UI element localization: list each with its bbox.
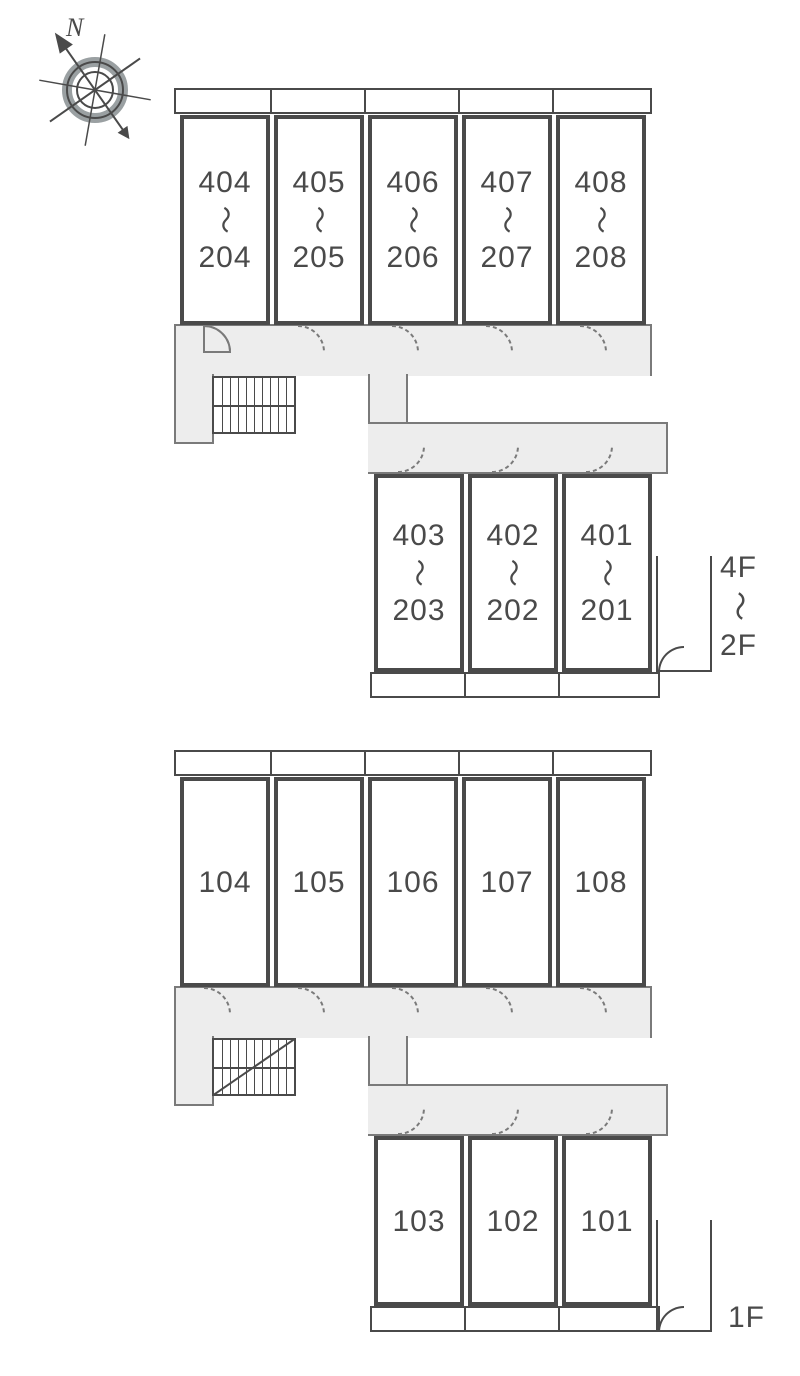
- balcony-strip-lower-top: [174, 750, 652, 776]
- unit-101: 101: [562, 1136, 652, 1306]
- range-tilde: 〜: [207, 205, 243, 234]
- floorplan-canvas: N 404 〜 204 405 〜 205 406 〜 206: [0, 0, 800, 1376]
- unit-label-top: 404: [198, 163, 251, 202]
- unit-107: 107: [462, 777, 552, 987]
- door-arcs-lower-bottom: [368, 1086, 668, 1136]
- door-arcs-upper-top: [174, 326, 652, 376]
- corridor-lower-2: [174, 1036, 214, 1106]
- corridor-lower-3: [368, 1036, 408, 1090]
- unit-402-202: 402 〜 202: [468, 474, 558, 672]
- unit-401-201: 401 〜 201: [562, 474, 652, 672]
- unit-102: 102: [468, 1136, 558, 1306]
- balcony-strip-lower-bottom: [370, 1306, 660, 1332]
- balcony-strip-upper-bottom: [370, 672, 660, 698]
- unit-405-205: 405 〜 205: [274, 115, 364, 325]
- unit-label-bot: 204: [198, 238, 251, 277]
- unit-406-206: 406 〜 206: [368, 115, 458, 325]
- unit-105: 105: [274, 777, 364, 987]
- unit-404-204: 404 〜 204: [180, 115, 270, 325]
- unit-106: 106: [368, 777, 458, 987]
- corridor-upper-2: [174, 374, 214, 444]
- unit-407-207: 407 〜 207: [462, 115, 552, 325]
- door-arcs-upper-bottom: [368, 424, 668, 474]
- compass-icon: N: [20, 10, 170, 165]
- stairs-upper: [212, 376, 296, 434]
- unit-408-208: 408 〜 208: [556, 115, 646, 325]
- floor-label-lower: 1F: [728, 1298, 765, 1337]
- balcony-strip-upper-top: [174, 88, 652, 114]
- corridor-upper-3: [368, 374, 408, 428]
- floor-label-upper: 4F 〜 2F: [720, 548, 757, 665]
- unit-403-203: 403 〜 203: [374, 474, 464, 672]
- compass-n-label: N: [65, 13, 85, 42]
- door-arcs-lower-top: [174, 988, 652, 1038]
- unit-104: 104: [180, 777, 270, 987]
- unit-103: 103: [374, 1136, 464, 1306]
- unit-108: 108: [556, 777, 646, 987]
